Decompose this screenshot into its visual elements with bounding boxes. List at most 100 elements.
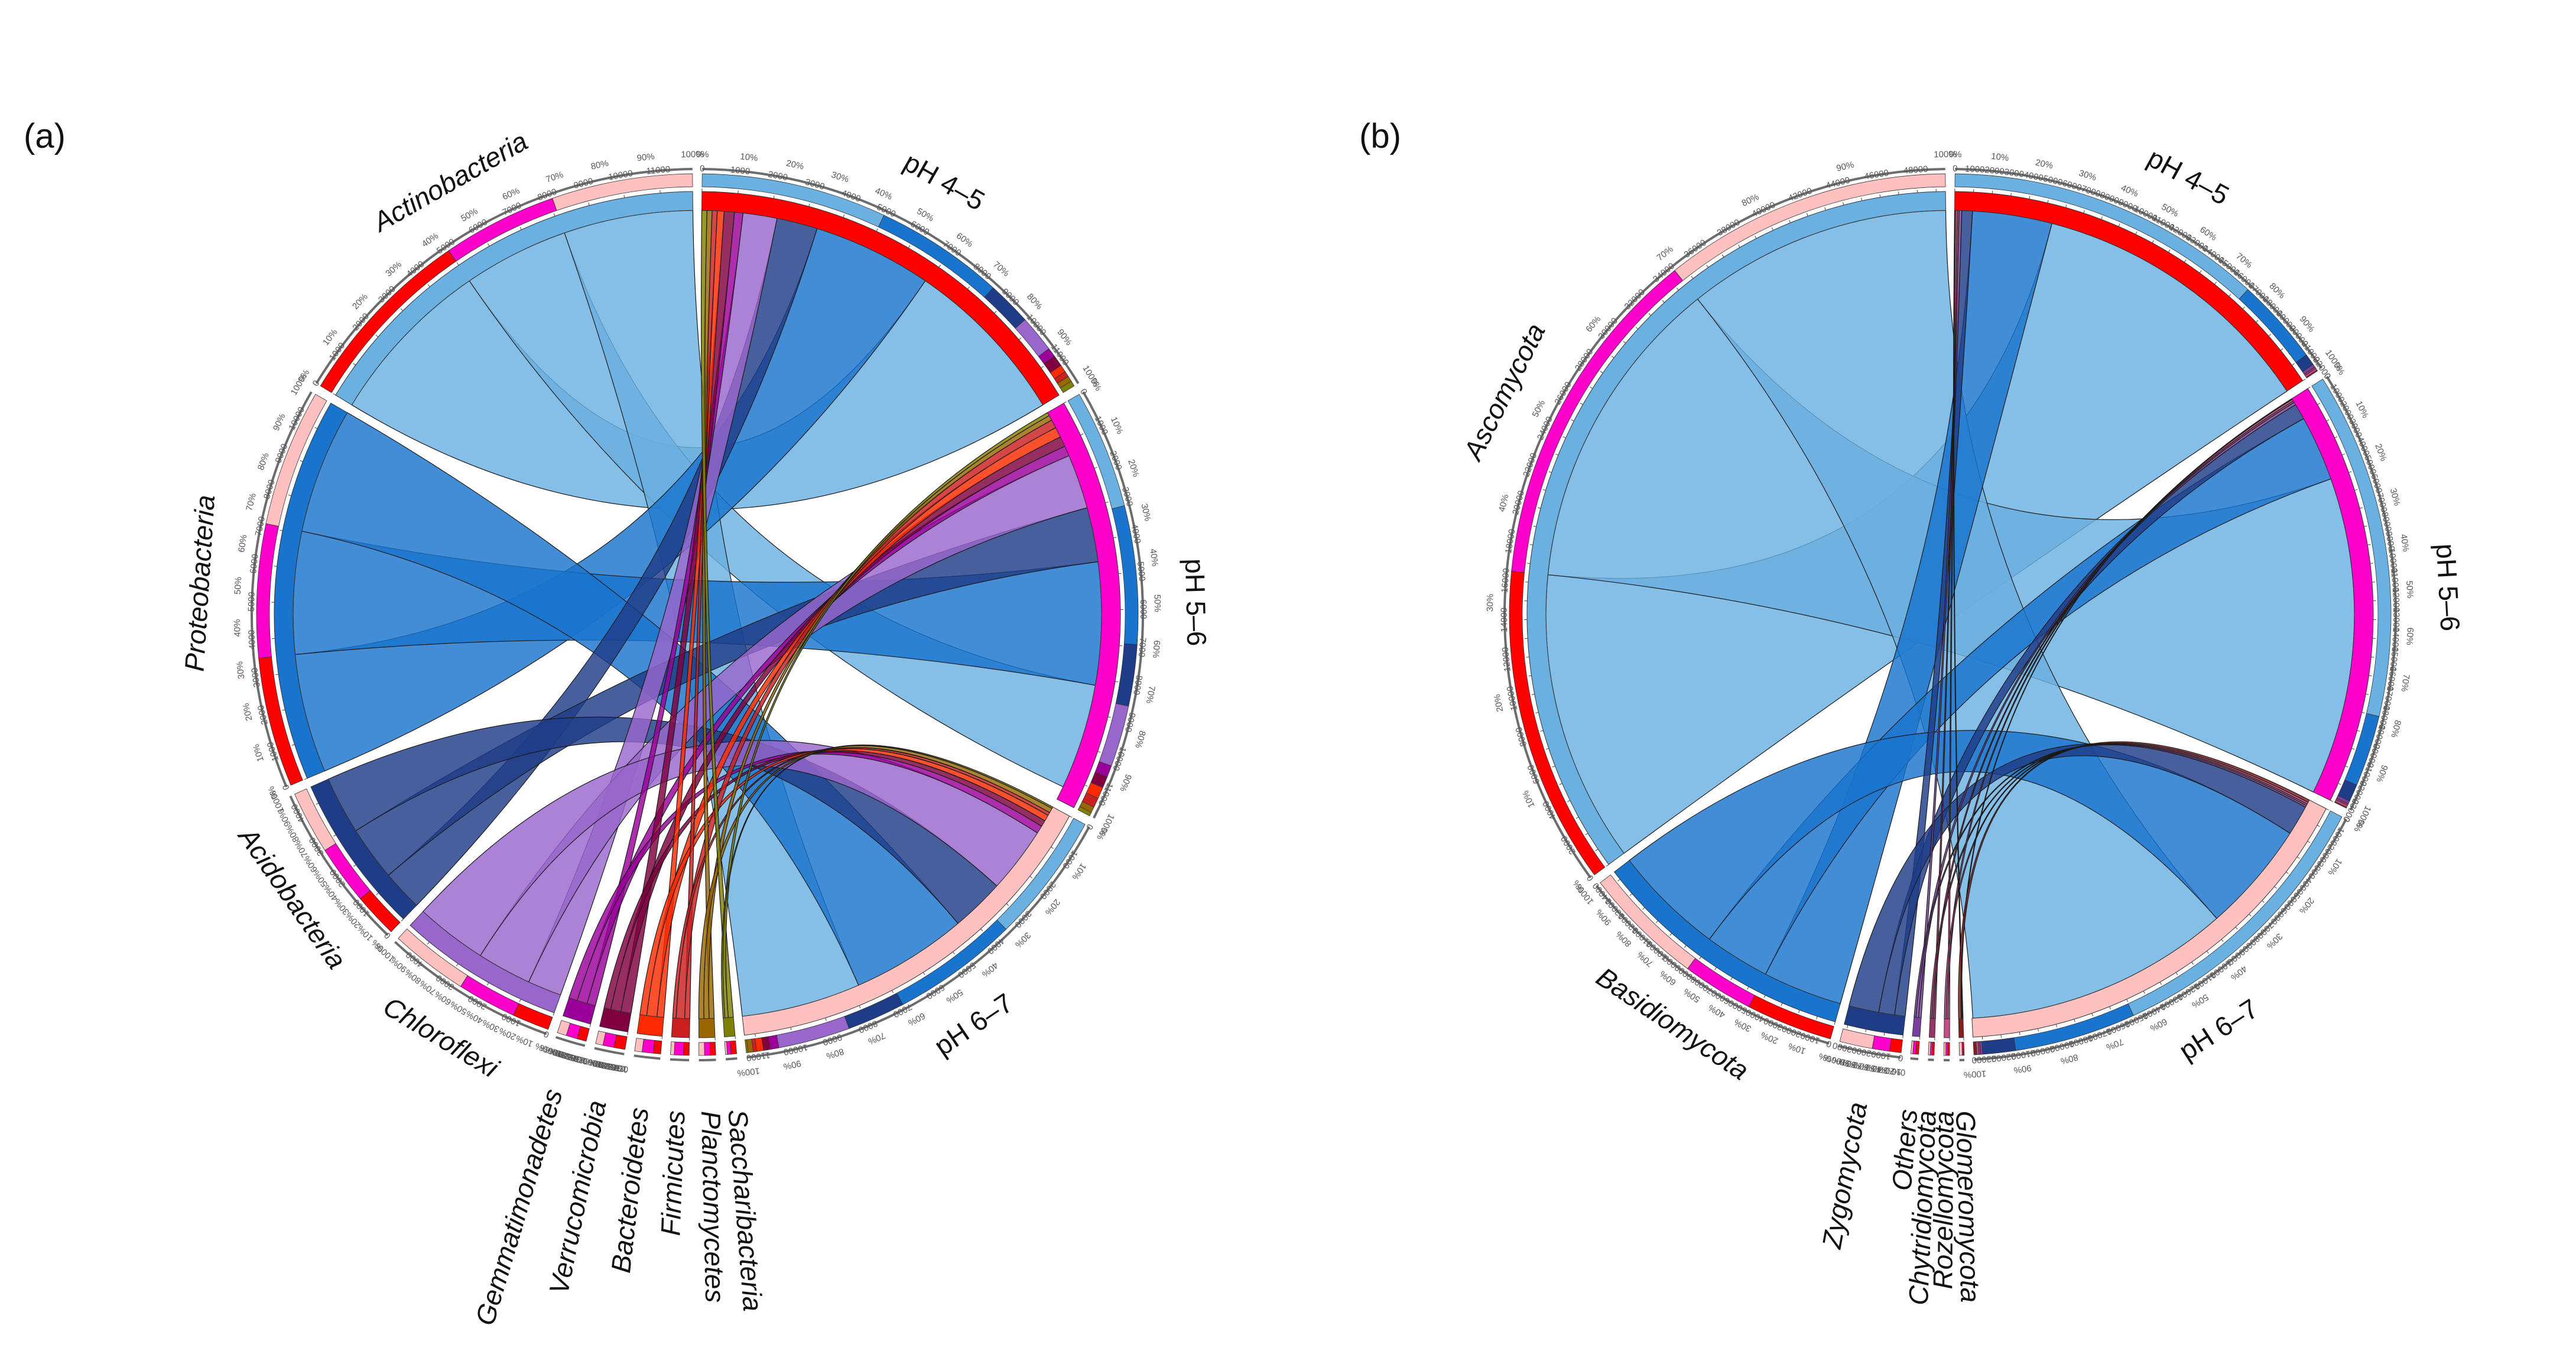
value-tick bbox=[980, 928, 983, 931]
value-tick bbox=[2302, 378, 2306, 381]
value-tick bbox=[353, 363, 356, 366]
ribbons bbox=[293, 210, 1102, 1019]
percent-tick-label: 90% bbox=[1836, 160, 1855, 173]
percent-tick-label: 50% bbox=[1857, 1061, 1877, 1074]
value-tick bbox=[1807, 213, 1808, 216]
value-tick-label: 6000 bbox=[1138, 599, 1148, 619]
value-tick bbox=[1576, 817, 1579, 819]
value-tick bbox=[2370, 563, 2373, 564]
value-tick-label: 21000 bbox=[2010, 1048, 2036, 1062]
percent-tick-label: 80% bbox=[2389, 719, 2403, 739]
value-tick bbox=[456, 262, 459, 266]
value-tick bbox=[2135, 231, 2138, 235]
value-tick bbox=[1883, 1032, 1885, 1036]
value-tick-label: 13000 bbox=[2391, 608, 2401, 632]
value-tick bbox=[291, 744, 295, 746]
percent-tick-label: 20% bbox=[606, 1061, 626, 1074]
value-tick bbox=[1662, 300, 1665, 303]
value-tick bbox=[519, 999, 521, 1002]
value-tick bbox=[1721, 254, 1724, 258]
node-arc-acidobacteria bbox=[310, 778, 417, 920]
value-tick bbox=[1069, 816, 1073, 818]
percent-scale-ascomycota bbox=[1503, 168, 1945, 879]
value-tick bbox=[2019, 1032, 2020, 1035]
composition-ph-4-5-saccharibacteria bbox=[1060, 381, 1075, 393]
value-tick bbox=[2354, 489, 2358, 491]
value-tick bbox=[2126, 999, 2129, 1002]
percent-tick-label: 0% bbox=[1892, 1066, 1906, 1077]
percent-tick-label: 40% bbox=[232, 619, 243, 637]
value-tick bbox=[2000, 1034, 2002, 1038]
percent-tick-label: 40% bbox=[1864, 1062, 1883, 1075]
value-tick bbox=[994, 311, 997, 314]
value-tick bbox=[2109, 1006, 2111, 1010]
value-tick bbox=[2280, 348, 2283, 351]
value-tick bbox=[2256, 320, 2259, 323]
value-tick bbox=[755, 1034, 756, 1037]
value-tick bbox=[1051, 846, 1054, 849]
value-tick-label: 11000 bbox=[746, 1050, 771, 1063]
composition-saccharibacteria-ph-6-7 bbox=[724, 1041, 728, 1055]
percent-tick-label: 20% bbox=[785, 158, 805, 172]
percent-tick-label: 10% bbox=[1883, 1065, 1902, 1077]
value-tick bbox=[314, 427, 318, 429]
composition-glomeromycota-ph-6-7 bbox=[1958, 1042, 1963, 1056]
value-tick bbox=[2338, 783, 2341, 785]
value-tick bbox=[908, 245, 911, 248]
value-tick-label: 4000 bbox=[1129, 523, 1143, 544]
value-tick bbox=[1789, 220, 1791, 223]
value-tick bbox=[1642, 907, 1645, 910]
value-tick-label: 14000 bbox=[1499, 608, 1509, 632]
value-tick bbox=[2152, 240, 2154, 243]
value-tick bbox=[2357, 730, 2360, 732]
value-tick-label: 9000 bbox=[2383, 531, 2396, 552]
panel-label: (b) bbox=[1359, 117, 1401, 155]
value-tick bbox=[2221, 939, 2224, 942]
node-arc-basidiomycota bbox=[1613, 860, 1841, 1022]
value-tick bbox=[1669, 933, 1672, 936]
value-tick-label: 0 bbox=[1953, 164, 1958, 174]
value-tick-label: 11000 bbox=[646, 164, 671, 176]
composition-proteobacteria-ph-6-7 bbox=[265, 394, 327, 527]
node-arc-ph-5-6 bbox=[1047, 402, 1121, 808]
composition-actinobacteria-ph-6-7 bbox=[552, 173, 693, 211]
percent-tick-label: 90% bbox=[782, 1058, 802, 1071]
value-tick-label: 16000 bbox=[2385, 666, 2398, 692]
node-arc-ph-5-6 bbox=[2291, 388, 2374, 801]
composition-firmicutes-ph-6-7 bbox=[670, 1041, 675, 1055]
percent-tick-label: 30% bbox=[1485, 594, 1496, 612]
value-tick bbox=[2317, 402, 2321, 405]
value-tick bbox=[1816, 1016, 1818, 1019]
value-tick bbox=[519, 227, 522, 230]
value-tick bbox=[2175, 972, 2178, 975]
composition-ascomycota-ph-6-7 bbox=[1674, 173, 1946, 281]
value-tick bbox=[1611, 356, 1615, 358]
value-tick bbox=[1552, 765, 1555, 768]
percent-tick-label: 50% bbox=[597, 1059, 616, 1073]
value-tick bbox=[859, 1005, 861, 1009]
value-tick bbox=[2143, 990, 2145, 994]
value-tick bbox=[2118, 223, 2120, 227]
value-tick bbox=[1706, 265, 1709, 268]
value-tick bbox=[2184, 259, 2187, 262]
value-tick bbox=[1097, 751, 1101, 753]
value-tick-label: 2000 bbox=[1984, 165, 2005, 177]
node-arc-others bbox=[1912, 1016, 1922, 1037]
value-tick bbox=[1006, 903, 1009, 906]
value-tick bbox=[288, 495, 291, 496]
value-tick-label: 5000 bbox=[246, 592, 257, 612]
percent-tick-label: 40% bbox=[1497, 493, 1511, 513]
value-tick bbox=[1623, 341, 1626, 344]
value-tick bbox=[376, 892, 379, 895]
value-tick bbox=[1571, 419, 1574, 421]
composition-gemmatimonadetes-ph-6-7 bbox=[557, 1020, 571, 1036]
value-tick bbox=[953, 951, 955, 954]
composition-ph-5-6-glomeromycota bbox=[2334, 801, 2347, 809]
node-arc-chloroflexi bbox=[410, 911, 561, 1014]
value-tick bbox=[300, 460, 303, 462]
value-tick bbox=[808, 203, 810, 207]
value-tick bbox=[1629, 893, 1633, 896]
value-tick bbox=[1834, 1021, 1836, 1025]
value-tick-label: 4000 bbox=[246, 629, 258, 649]
value-tick-label: 12000 bbox=[1500, 647, 1513, 672]
